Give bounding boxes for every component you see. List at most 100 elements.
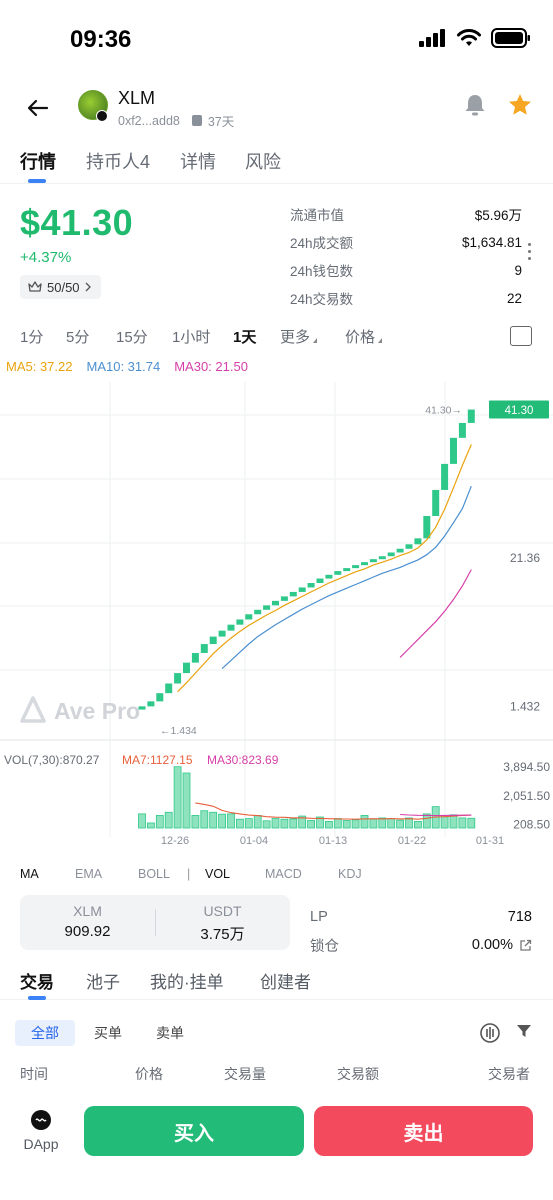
tab-holders[interactable]: 持币人4 (86, 152, 151, 172)
pool-quote-amount: 3.75万 (200, 926, 245, 943)
volume-axis-label: 208.50 (513, 818, 550, 832)
buy-button[interactable]: 买入 (84, 1106, 304, 1156)
volume-bar (324, 820, 333, 829)
main-tabs: 行情 持币人4 详情 风险 (0, 140, 553, 184)
volume-ma30-label: MA30:823.69 (207, 753, 279, 767)
candle (245, 614, 253, 620)
column-amount: 交易额 (337, 1066, 379, 1082)
interval-more[interactable]: 更多 (280, 326, 318, 347)
filter-sell[interactable]: 卖单 (156, 1025, 184, 1041)
lock-label: 锁仓 (310, 938, 339, 955)
price-toggle[interactable]: 价格 (345, 326, 383, 347)
filter-all[interactable]: 全部 (15, 1020, 75, 1046)
indicator-kdj[interactable]: KDJ (338, 867, 362, 881)
back-button[interactable] (22, 92, 54, 124)
token-age: 37天 (207, 115, 235, 129)
realtime-toggle-icon[interactable] (479, 1022, 501, 1044)
crown-icon (28, 281, 42, 292)
candle (272, 600, 279, 606)
alert-button[interactable] (462, 92, 488, 123)
indicator-ma[interactable]: MA (20, 867, 39, 881)
filter-funnel-icon[interactable] (515, 1022, 533, 1040)
volume-bar (458, 817, 467, 829)
x-axis-tick: 01-31 (476, 835, 504, 847)
candle (289, 591, 297, 597)
pool-base-amount: 909.92 (64, 923, 111, 940)
volume-bar (200, 810, 209, 829)
volume-bar (227, 813, 235, 829)
volume-panel: VOL(7,30):870.27 MA7:1127.15 MA30:823.69 3,… (4, 753, 550, 847)
chart-watermark: Ave Pro (20, 696, 140, 724)
status-time: 09:36 (70, 26, 132, 53)
candle (174, 673, 182, 684)
interval-1h[interactable]: 1小时 (172, 329, 211, 346)
indicator-vol[interactable]: VOL (205, 867, 231, 881)
candle (325, 574, 333, 579)
stat-value: $5.96万 (474, 208, 522, 223)
ma-legend: MA5: 37.22 MA10: 31.74 MA30: 21.50 (6, 359, 248, 374)
volume-bar (298, 815, 307, 829)
star-icon (509, 94, 531, 115)
back-arrow-icon (27, 99, 49, 117)
candle (236, 619, 244, 625)
price-axis-label: 1.432 (510, 699, 540, 713)
pool-divider (155, 909, 156, 936)
price-toggle-label: 价格 (345, 329, 376, 346)
interval-5m[interactable]: 5分 (66, 329, 90, 346)
price-change: +4.37% (20, 249, 72, 266)
x-axis-tick: 01-04 (240, 835, 268, 847)
audit-badge[interactable]: 50/50 (20, 275, 101, 299)
dapp-button[interactable]: DApp (18, 1110, 64, 1152)
more-options-icon[interactable] (528, 243, 532, 264)
volume-bar (342, 820, 351, 829)
indicator-boll[interactable]: BOLL (138, 867, 170, 881)
last-price-label: 41.30 (505, 405, 534, 417)
candles (138, 409, 475, 710)
volume-bar (316, 816, 324, 829)
interval-1d[interactable]: 1天 (233, 329, 257, 346)
tab-risk[interactable]: 风险 (245, 152, 281, 172)
candle (209, 636, 217, 645)
candle (432, 489, 440, 516)
interval-selector: 1分 5分 15分 1小时 1天 更多 价格 (0, 320, 553, 352)
wifi-icon (457, 28, 481, 46)
tab-my-orders[interactable]: 我的·挂单 (150, 973, 224, 992)
tab-market[interactable]: 行情 (20, 152, 56, 172)
indicator-macd[interactable]: MACD (265, 867, 302, 881)
candle (218, 630, 226, 637)
volume-bar (191, 815, 200, 829)
chart-settings-icon[interactable] (510, 326, 532, 346)
stat-label: 流通市值 (290, 208, 344, 223)
tab-pool[interactable]: 池子 (86, 973, 120, 992)
stat-row: 24h成交额 $1,634.81 (290, 228, 522, 256)
volume-bar (413, 820, 422, 829)
price-chart[interactable]: Ave Pro 41.30 41.30→ ←1.434 21.36 1.432 VOL(… (0, 372, 553, 854)
candle (467, 409, 475, 423)
lock-value: 0.00% (471, 937, 513, 953)
trade-tab-indicator (28, 996, 46, 1000)
volume-bar (209, 811, 218, 829)
pool-base-symbol: XLM (73, 903, 102, 919)
candle (396, 548, 404, 553)
bottom-action-bar: DApp 买入 卖出 (0, 1098, 553, 1200)
tab-details[interactable]: 详情 (180, 152, 216, 172)
status-icons (419, 28, 531, 48)
x-axis-tick: 12-26 (161, 835, 189, 847)
ma30-label: MA30: 21.50 (174, 359, 248, 374)
interval-1m[interactable]: 1分 (20, 329, 44, 346)
favorite-button[interactable] (507, 92, 533, 123)
candle (387, 552, 395, 557)
interval-15m[interactable]: 15分 (116, 329, 148, 346)
copy-icon[interactable] (191, 115, 202, 126)
stat-row: 24h交易数 22 (290, 284, 522, 312)
lock-value-wrap[interactable]: 0.00% (472, 937, 532, 953)
candle (138, 706, 146, 710)
filter-buy[interactable]: 买单 (94, 1025, 122, 1041)
sell-button[interactable]: 卖出 (314, 1106, 533, 1156)
tab-creator[interactable]: 创建者 (260, 973, 311, 992)
chain-badge-icon (96, 110, 108, 122)
volume-bar (218, 813, 227, 829)
lp-row: LP 718 (310, 903, 532, 931)
indicator-ema[interactable]: EMA (75, 867, 103, 881)
tab-trades[interactable]: 交易 (20, 973, 54, 992)
